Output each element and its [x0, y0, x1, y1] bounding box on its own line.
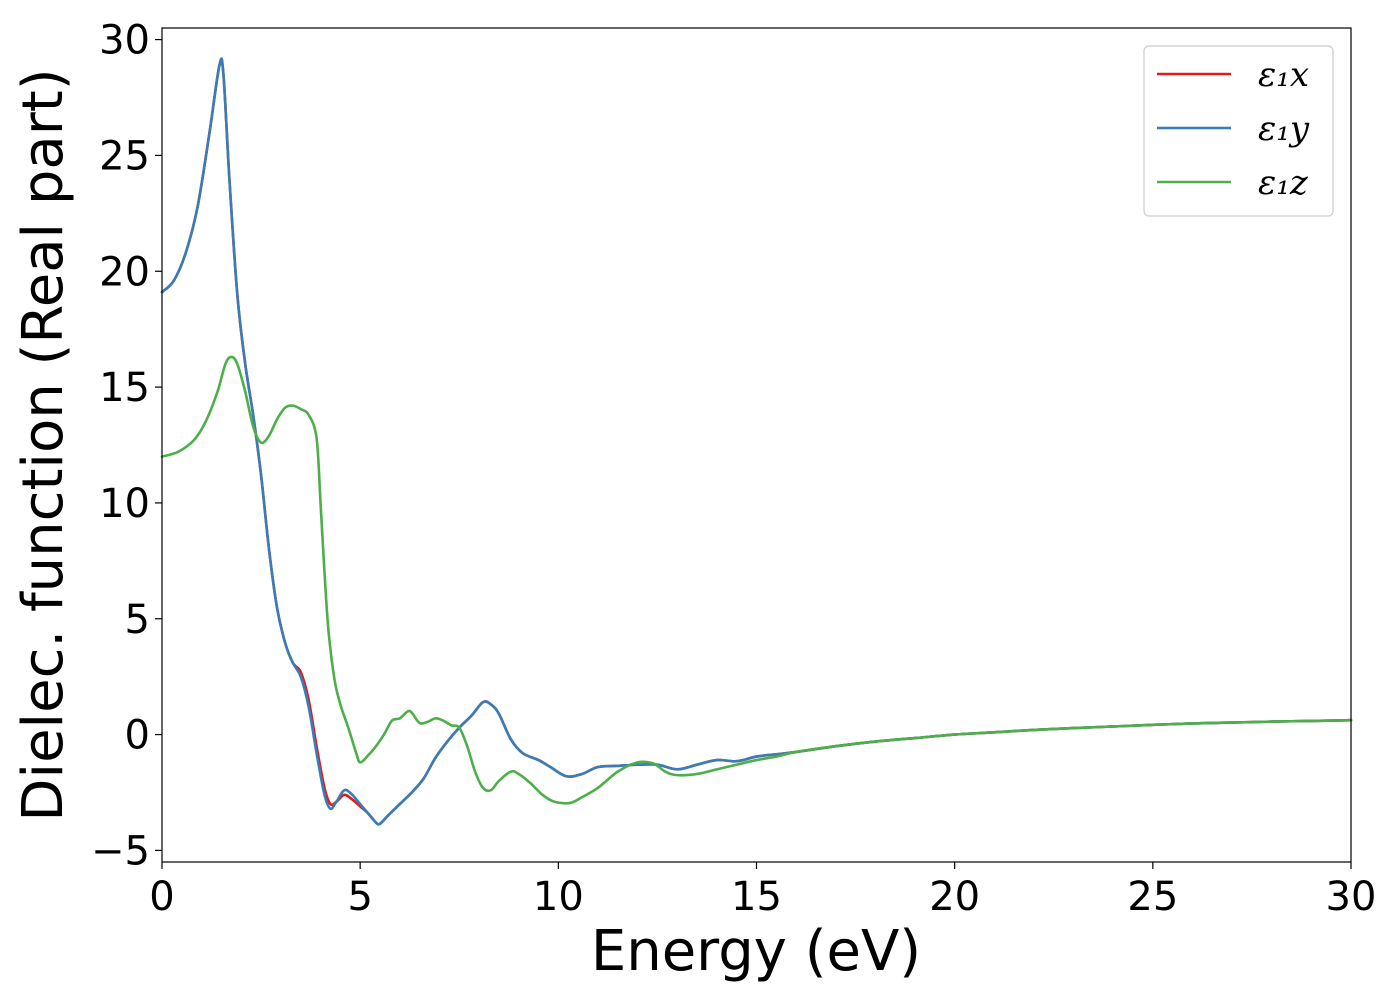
- legend-label-3: ε₁z: [1258, 163, 1309, 203]
- y-tick-label: −5: [91, 828, 150, 874]
- x-tick-label: 30: [1326, 874, 1377, 920]
- y-tick-label: 15: [99, 365, 150, 411]
- legend-box: [1143, 45, 1334, 217]
- y-tick-label: 30: [99, 18, 150, 64]
- legend: ε₁x ε₁y ε₁z: [1143, 45, 1334, 217]
- x-tick-label: 25: [1127, 874, 1178, 920]
- y-tick-label: 0: [125, 713, 150, 759]
- y-tick-label: 10: [99, 481, 150, 527]
- y-axis: −5 0 5 10 15 20 25 30: [91, 18, 162, 874]
- x-tick-label: 10: [533, 874, 584, 920]
- x-tick-label: 0: [149, 874, 174, 920]
- x-tick-label: 5: [347, 874, 372, 920]
- series-line-3: [160, 355, 1353, 805]
- y-axis-title: Dielec. function (Real part): [11, 68, 76, 821]
- x-axis-title: Energy (eV): [591, 919, 921, 984]
- x-axis: 0 5 10 15 20 25 30: [149, 862, 1376, 920]
- series-layer: [160, 57, 1353, 826]
- legend-label-1: ε₁x: [1258, 55, 1309, 95]
- y-tick-label: 20: [99, 249, 150, 295]
- x-tick-label: 20: [929, 874, 980, 920]
- legend-label-2: ε₁y: [1258, 109, 1310, 149]
- y-tick-label: 25: [99, 133, 150, 179]
- y-tick-label: 5: [125, 597, 150, 643]
- x-tick-label: 15: [731, 874, 782, 920]
